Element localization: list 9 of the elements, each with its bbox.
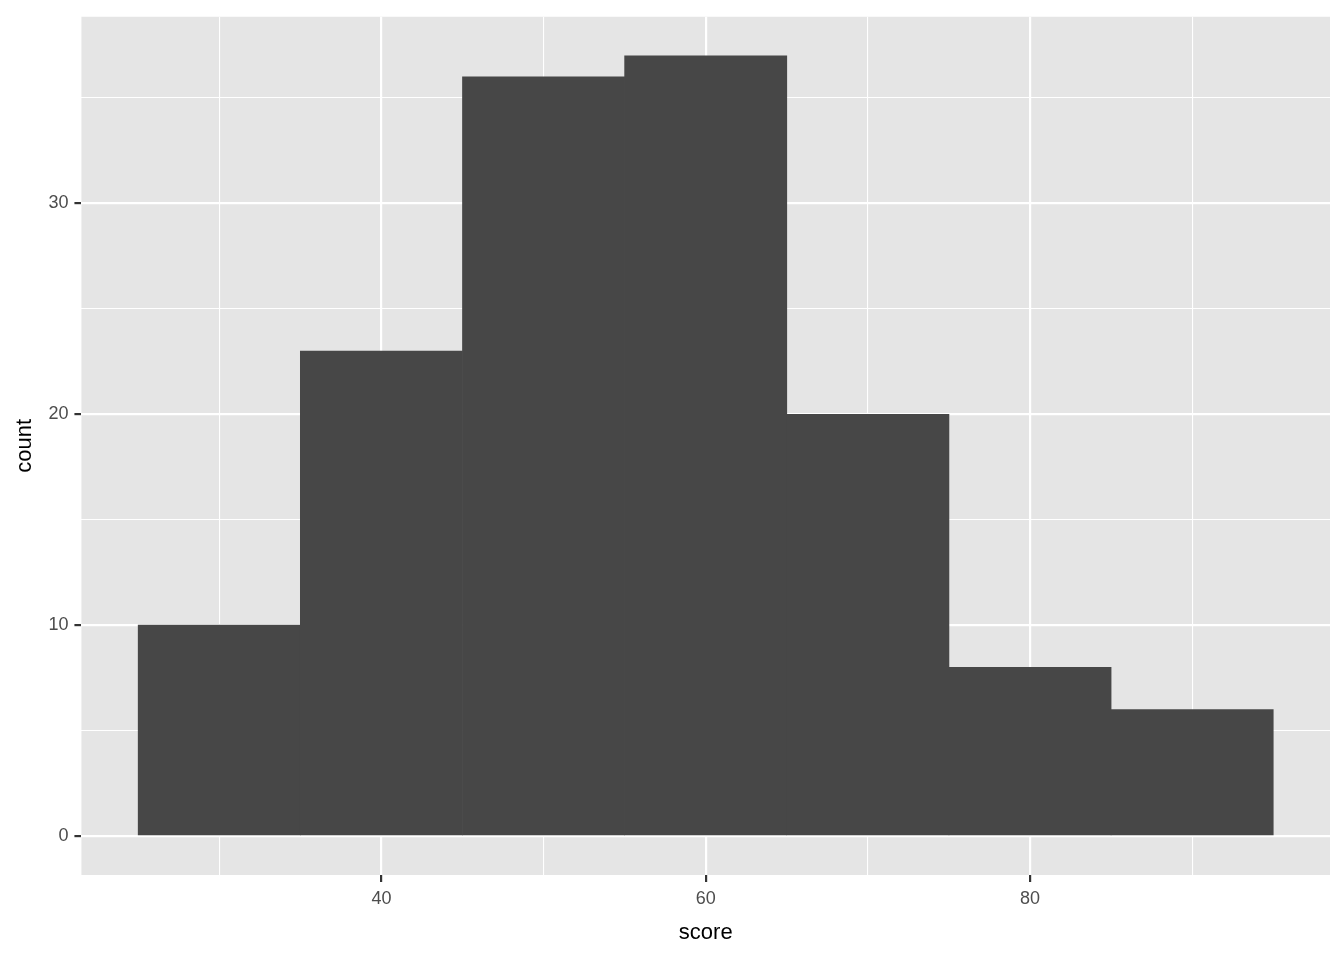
x-tick-label: 60 — [695, 887, 716, 908]
x-tick-label: 40 — [371, 887, 392, 908]
x-tick-label: 80 — [1020, 887, 1041, 908]
y-tick-label: 10 — [48, 614, 69, 635]
x-axis-title: score — [678, 918, 733, 944]
y-tick-label: 0 — [58, 824, 69, 845]
y-tick-label: 30 — [48, 192, 69, 213]
y-tick-label: 20 — [48, 403, 69, 424]
y-axis-title: count — [11, 418, 37, 473]
